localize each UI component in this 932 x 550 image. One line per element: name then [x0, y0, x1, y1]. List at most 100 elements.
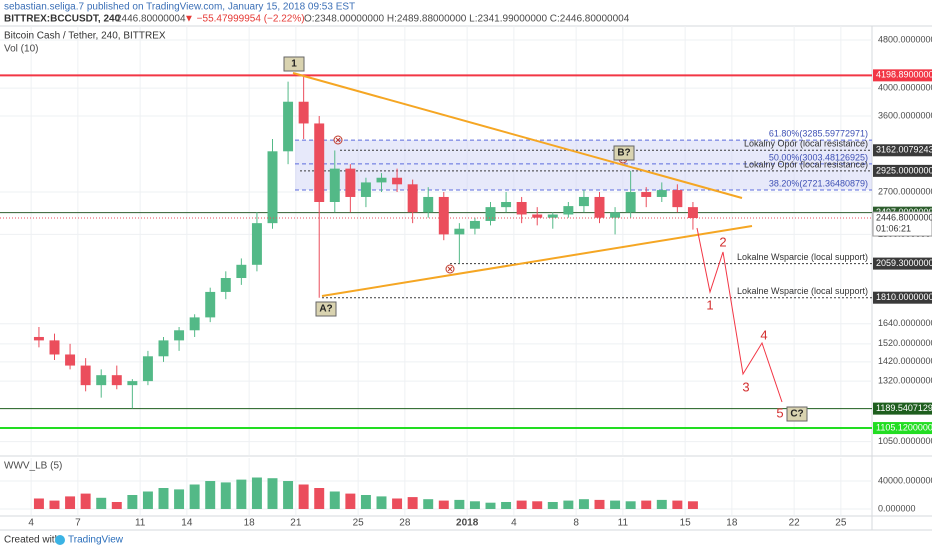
level-note: Lokalny Opór (local resistance)	[744, 139, 868, 149]
indicator-bar	[236, 479, 247, 509]
candle-body	[298, 101, 309, 124]
candle-body	[158, 340, 169, 357]
point-label: 1	[291, 59, 297, 70]
indicator-bar	[158, 488, 169, 509]
indicator-bar	[205, 481, 216, 509]
indicator-bar	[376, 496, 387, 509]
indicator-bar	[423, 499, 434, 509]
x-tick-label: 18	[244, 518, 256, 529]
projection	[696, 227, 783, 403]
level-note: Lokalne Wsparcie (local support)	[737, 286, 868, 296]
indicator-bar	[111, 501, 122, 509]
symbol: BITTREX:BCCUSDT, 240	[4, 14, 121, 25]
indicator-bar	[49, 500, 60, 509]
y-tick-label: 1640.00000000	[878, 318, 932, 328]
indicator-bar	[454, 499, 465, 509]
indicator-bar	[672, 500, 683, 509]
candle-body	[532, 214, 543, 218]
level-note: Lokalny Opór (local resistance)	[744, 159, 868, 169]
candle-body	[407, 184, 418, 213]
y-tick-label: 2700.00000000	[878, 186, 932, 196]
fib-label: 38.20%(2721.36480879)	[769, 178, 868, 188]
y-tick-label: 1320.00000000	[878, 375, 932, 385]
indicator-bar	[547, 501, 558, 509]
candle-body	[111, 375, 122, 386]
fib-label: 50.00%(3003.48126925)	[769, 152, 868, 162]
indicator-bar	[298, 484, 309, 509]
candle-body	[625, 192, 636, 213]
candle-body	[641, 192, 652, 197]
x-tick-label: 18	[726, 518, 738, 529]
indicator-bar	[485, 502, 496, 509]
x-tick-label: 28	[399, 518, 411, 529]
price-label-box	[873, 144, 932, 157]
x-tick-label: 25	[353, 518, 365, 529]
price-label: 3162.00792432	[876, 145, 932, 155]
y-tick-label: 3600.00000000	[878, 110, 932, 120]
indicator-bar	[283, 481, 294, 509]
candle-body	[49, 340, 60, 355]
indicator-bar	[407, 497, 418, 509]
x-tick-label: 22	[789, 518, 801, 529]
indicator-bar	[33, 498, 44, 509]
candle-body	[189, 317, 200, 331]
candle-body	[469, 220, 480, 229]
candle-body	[578, 196, 589, 207]
indicator-bar	[80, 493, 91, 509]
indicator-bar	[438, 500, 449, 509]
indicator-bar	[469, 501, 480, 509]
indicator-bar	[516, 500, 527, 509]
indicator-bar	[360, 494, 371, 509]
indicator-bar	[329, 491, 340, 509]
x-tick-label: 25	[835, 518, 847, 529]
indicator-bar	[563, 500, 574, 509]
indicator-bar	[578, 499, 589, 509]
candle-body	[174, 330, 185, 341]
candle-body	[376, 177, 387, 183]
candle-body	[267, 151, 278, 224]
indicator-bar	[345, 493, 356, 509]
indicator-bar	[656, 499, 667, 509]
trend-line	[292, 72, 743, 199]
marks	[0, 26, 872, 515]
indicator-bar	[625, 501, 636, 509]
indicator-bar	[127, 494, 138, 509]
candle-body	[547, 214, 558, 218]
candle-body	[687, 207, 698, 219]
candle-body	[329, 168, 340, 202]
candle-body	[438, 196, 449, 235]
point-label: A?	[319, 304, 332, 315]
point-label-box	[613, 145, 635, 161]
indicator-bar	[314, 488, 325, 509]
candle-body	[516, 201, 527, 215]
candle-body	[454, 228, 465, 235]
price-label-box	[873, 402, 932, 415]
indicator-bar	[96, 497, 107, 509]
x-tick-label: 4	[28, 518, 34, 529]
candle-body	[205, 291, 216, 318]
logo	[55, 535, 65, 545]
candle-body	[220, 278, 231, 292]
candle-body	[656, 190, 667, 197]
point-label-box	[315, 301, 337, 317]
indicator-bar	[532, 501, 543, 509]
wave-label: 2	[719, 234, 726, 249]
candle-body	[96, 375, 107, 386]
header-price: 2446.80000004	[116, 14, 186, 25]
candle-body	[392, 177, 403, 185]
candle-body	[360, 182, 371, 197]
candle-body	[251, 223, 262, 265]
indicator-bar	[142, 491, 153, 509]
fib-label: 61.80%(3285.59772971)	[769, 129, 868, 139]
price-label-box	[873, 422, 932, 435]
indicator-bar	[220, 482, 231, 509]
footer-brand: TradingView	[68, 535, 124, 546]
point-label: C?	[790, 409, 803, 420]
indicator-bar	[392, 498, 403, 509]
y-tick-label: 1420.00000000	[878, 356, 932, 366]
y-tick-label: 4000.00000000	[878, 83, 932, 93]
candle-body	[314, 123, 325, 202]
x-tick-label: 11	[135, 518, 146, 529]
